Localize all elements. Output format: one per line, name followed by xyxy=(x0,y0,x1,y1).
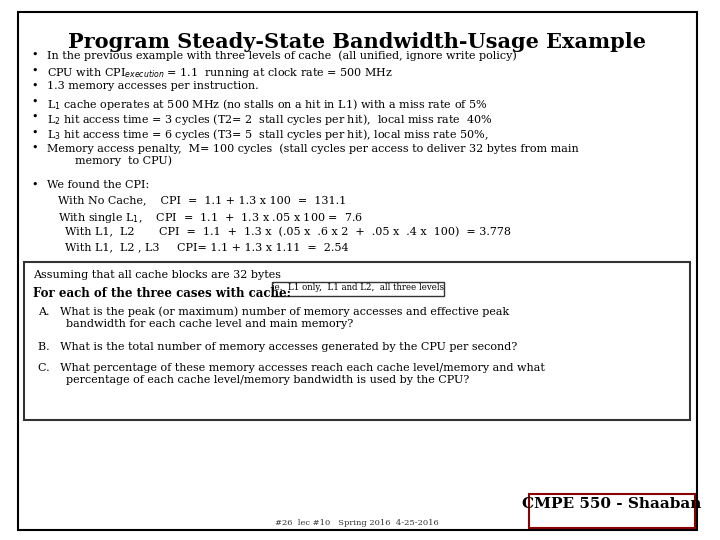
FancyBboxPatch shape xyxy=(272,282,444,296)
Text: L$_2$ hit access time = 3 cycles (T2= 2  stall cycles per hit),  local miss rate: L$_2$ hit access time = 3 cycles (T2= 2 … xyxy=(47,112,492,127)
Text: ie.  L1 only,  L1 and L2,  all three levels: ie. L1 only, L1 and L2, all three levels xyxy=(272,284,444,293)
Text: •: • xyxy=(31,97,37,106)
Text: With single L$_1$,    CPI  =  1.1  +  1.3 x .05 x 100 =  7.6: With single L$_1$, CPI = 1.1 + 1.3 x .05… xyxy=(58,211,364,225)
Text: L$_3$ hit access time = 6 cycles (T3= 5  stall cycles per hit), local miss rate : L$_3$ hit access time = 6 cycles (T3= 5 … xyxy=(47,127,488,143)
Text: •: • xyxy=(31,180,37,190)
Text: •: • xyxy=(31,143,37,153)
Text: •: • xyxy=(31,81,37,91)
FancyBboxPatch shape xyxy=(18,12,697,530)
Text: •: • xyxy=(31,127,37,138)
Text: •: • xyxy=(31,112,37,122)
Text: #26  lec #10   Spring 2016  4-25-2016: #26 lec #10 Spring 2016 4-25-2016 xyxy=(276,519,439,527)
Text: B.   What is the total number of memory accesses generated by the CPU per second: B. What is the total number of memory ac… xyxy=(38,342,517,353)
Text: L$_1$ cache operates at 500 MHz (no stalls on a hit in L1) with a miss rate of 5: L$_1$ cache operates at 500 MHz (no stal… xyxy=(47,97,487,111)
Text: Program Steady-State Bandwidth-Usage Example: Program Steady-State Bandwidth-Usage Exa… xyxy=(68,32,647,52)
FancyBboxPatch shape xyxy=(529,494,695,528)
Text: 1.3 memory accesses per instruction.: 1.3 memory accesses per instruction. xyxy=(47,81,258,91)
Text: With L1,  L2 , L3     CPI= 1.1 + 1.3 x 1.11  =  2.54: With L1, L2 , L3 CPI= 1.1 + 1.3 x 1.11 =… xyxy=(58,242,349,252)
Text: •: • xyxy=(31,65,37,76)
Text: CPU with CPI$_{execution}$ = 1.1  running at clock rate = 500 MHz: CPU with CPI$_{execution}$ = 1.1 running… xyxy=(47,65,392,79)
Text: C.   What percentage of these memory accesses reach each cache level/memory and : C. What percentage of these memory acces… xyxy=(38,363,545,384)
Text: CMPE 550 - Shaaban: CMPE 550 - Shaaban xyxy=(523,497,702,511)
Text: Memory access penalty,  M= 100 cycles  (stall cycles per access to deliver 32 by: Memory access penalty, M= 100 cycles (st… xyxy=(47,143,578,166)
FancyBboxPatch shape xyxy=(24,261,690,420)
Text: A.   What is the peak (or maximum) number of memory accesses and effective peak
: A. What is the peak (or maximum) number … xyxy=(38,307,509,329)
Text: Assuming that all cache blocks are 32 bytes: Assuming that all cache blocks are 32 by… xyxy=(33,269,281,280)
Text: In the previous example with three levels of cache  (all unified, ignore write p: In the previous example with three level… xyxy=(47,50,516,60)
Text: •: • xyxy=(31,50,37,60)
Text: We found the CPI:: We found the CPI: xyxy=(47,180,149,190)
Text: For each of the three cases with cache:: For each of the three cases with cache: xyxy=(33,287,291,300)
Text: With L1,  L2       CPI  =  1.1  +  1.3 x  (.05 x  .6 x 2  +  .05 x  .4 x  100)  : With L1, L2 CPI = 1.1 + 1.3 x (.05 x .6 … xyxy=(58,226,511,237)
Text: With No Cache,    CPI  =  1.1 + 1.3 x 100  =  131.1: With No Cache, CPI = 1.1 + 1.3 x 100 = 1… xyxy=(58,195,346,206)
